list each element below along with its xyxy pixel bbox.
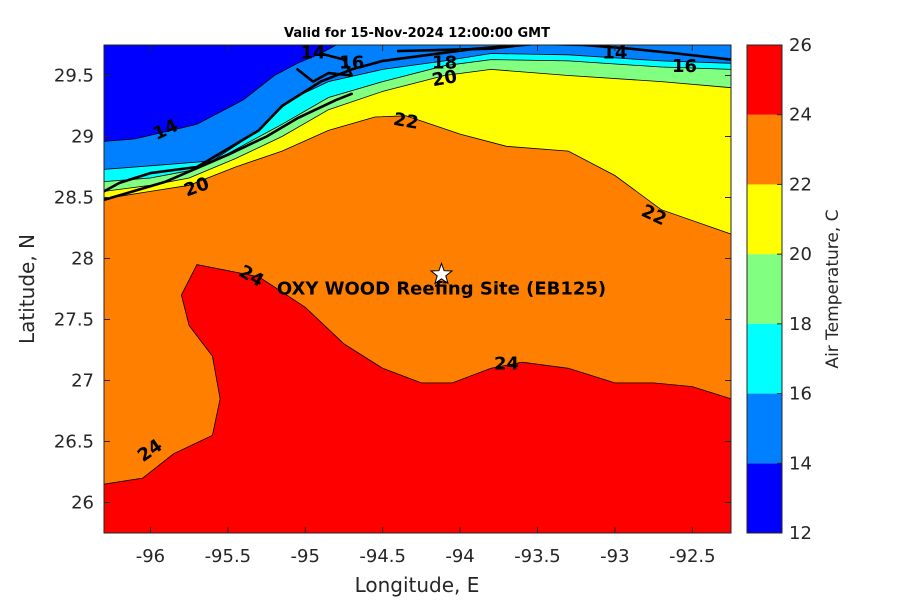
y-tick-label: 28.5 <box>54 188 94 209</box>
y-tick-label: 27 <box>71 371 94 392</box>
colorbar-segment-12-14 <box>747 463 782 533</box>
colorbar-tick-label: 24 <box>789 105 812 126</box>
colorbar-segment-14-16 <box>747 393 782 464</box>
colorbar-frame <box>746 44 783 534</box>
plot-frame <box>103 44 732 534</box>
colorbar-tick-label: 18 <box>789 314 812 335</box>
contour-label: 16 <box>339 52 364 73</box>
plot-area <box>104 45 731 533</box>
contour-band-12-14 <box>104 45 337 142</box>
colorbar-tick-label: 26 <box>789 35 812 56</box>
x-tick-label: -95.5 <box>205 546 252 567</box>
site-label: OXY WOOD Reefing Site (EB125) <box>277 278 606 299</box>
y-tick-label: 26.5 <box>54 432 94 453</box>
contour-label: 16 <box>672 56 697 77</box>
colorbar-ticks: 12 14 16 18 20 22 24 26 <box>777 35 812 544</box>
y-tick-label: 29 <box>71 127 94 148</box>
colorbar <box>746 44 783 534</box>
y-tick-label: 29.5 <box>54 66 94 87</box>
colorbar-tick-label: 16 <box>789 384 812 405</box>
x-axis-label: Longitude, E <box>355 573 480 597</box>
coastline <box>104 45 731 202</box>
site-marker <box>429 261 454 285</box>
y-tick-label: 28 <box>71 249 94 270</box>
x-tick-label: -94.5 <box>359 546 406 567</box>
colorbar-tick-label: 22 <box>789 174 812 195</box>
contour-label: 18 <box>432 52 457 73</box>
colorbar-label: Air Temperature, C <box>823 209 843 368</box>
y-tick-label: 26 <box>71 493 94 514</box>
contour-label: 24 <box>494 354 519 375</box>
colorbar-segment-22-24 <box>747 114 782 185</box>
x-tick-label: -93 <box>600 546 629 567</box>
contour-bands <box>104 45 731 533</box>
y-tick-label: 27.5 <box>54 310 94 331</box>
coastline-segment-1 <box>104 45 731 193</box>
x-axis-ticks: -96 -95.5 -95 -94.5 -94 -93.5 -93 -92.5 <box>136 45 716 567</box>
x-tick-label: -94 <box>445 546 474 567</box>
coastline-segment-3 <box>396 45 524 53</box>
contour-band-24-26 <box>104 264 731 533</box>
contour-label: 20 <box>430 66 458 91</box>
y-axis-ticks: 26 26.5 27 27.5 28 28.5 29 29.5 <box>54 66 731 514</box>
contour-label: 14 <box>602 43 627 64</box>
colorbar-segment-20-22 <box>747 184 782 255</box>
colorbar-tick-label: 14 <box>789 453 812 474</box>
x-tick-label: -93.5 <box>514 546 561 567</box>
contour-label: 14 <box>300 43 325 64</box>
colorbar-tick-label: 12 <box>789 523 812 544</box>
colorbar-segment-16-18 <box>747 323 782 394</box>
colorbar-tick-label: 20 <box>789 244 812 265</box>
coastline-segment-0 <box>104 92 353 202</box>
coastline-segment-2 <box>296 52 353 83</box>
colorbar-segment-18-20 <box>747 254 782 324</box>
x-tick-label: -96 <box>136 546 165 567</box>
x-tick-label: -95 <box>291 546 320 567</box>
contour-label: 22 <box>392 109 420 134</box>
y-axis-label: Latitude, N <box>15 234 39 344</box>
chart-title: Valid for 15-Nov-2024 12:00:00 GMT <box>284 26 550 41</box>
x-tick-label: -92.5 <box>669 546 716 567</box>
colorbar-segment-24-26 <box>747 45 782 115</box>
site-star-icon <box>429 261 454 285</box>
